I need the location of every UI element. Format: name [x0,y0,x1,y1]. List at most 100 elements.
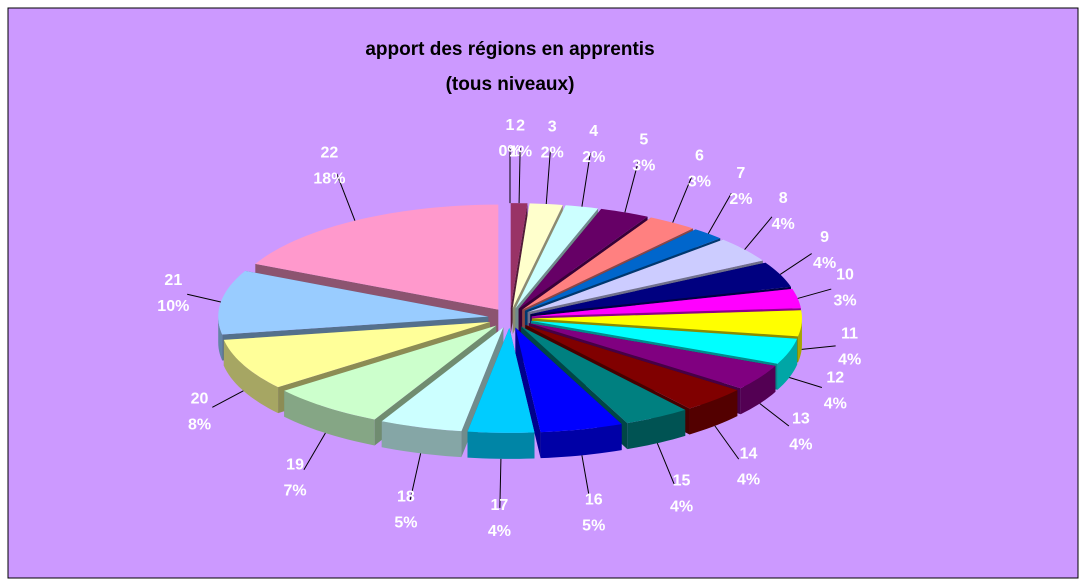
data-label: 4% [824,396,847,413]
slice-top [515,327,622,433]
category-label: 20 [191,391,209,408]
slice-top [531,288,801,317]
leader-line [409,453,422,500]
slice-side [627,409,686,450]
category-label: 1 [506,117,515,134]
chart-title: apport des régions en apprentis [365,39,654,60]
category-label: 3 [548,119,557,136]
slice-top [531,310,802,337]
leader-line [672,176,693,223]
leader-line [797,288,832,299]
category-label: 19 [286,457,304,474]
category-label: 16 [585,492,603,509]
slice-top [284,325,497,420]
data-label: 4% [488,523,511,540]
slice-side [777,338,798,390]
category-label: 10 [836,267,854,284]
data-label: 4% [737,471,760,488]
slice-top [522,217,693,310]
data-label: 4% [838,352,861,369]
leader-line [779,253,812,275]
data-label: 4% [670,499,693,516]
slice-top [518,208,648,309]
data-label: 1% [509,143,532,160]
leader-line [212,390,244,408]
category-label: 17 [491,497,509,514]
data-label: 3% [632,158,655,175]
category-label: 22 [321,145,339,162]
leader-line [581,153,591,207]
slice-side [467,431,535,459]
leader-line [789,376,823,388]
leader-line [714,425,740,460]
data-label: 3% [688,174,711,191]
data-label: 4% [789,436,812,453]
data-label: 8% [188,417,211,434]
slice [381,327,504,458]
leader-line [336,173,356,221]
category-label: 12 [826,370,844,387]
data-label: 7% [284,483,307,500]
slice-side [740,365,776,415]
leader-line [801,345,836,350]
leader-line [581,455,591,503]
slice-side [218,316,223,361]
data-label: 0% [498,143,521,160]
slice-top [531,320,798,364]
leader-line [707,192,732,234]
data-label: 5% [582,518,605,535]
leader-line [744,216,773,250]
category-label: 9 [820,229,829,246]
slice-top [515,205,599,309]
slice-top [530,262,791,315]
data-label: 4% [772,216,795,233]
category-label: 14 [740,445,758,462]
slice-top [524,229,721,311]
slice-top [467,327,535,433]
leader-line [187,293,221,303]
category-label: 18 [397,489,415,506]
data-label: 5% [394,515,417,532]
category-label: 6 [695,148,704,165]
category-label: 4 [589,123,598,140]
slice-side [689,390,738,435]
slice-wall [515,327,541,459]
data-label: 3% [833,293,856,310]
slice-top [512,203,563,309]
slice [515,327,622,459]
leader-line [499,458,502,508]
data-label: 2% [729,191,752,208]
category-label: 13 [792,410,810,427]
category-label: 21 [164,272,182,289]
category-label: 15 [673,473,691,490]
slice-top [381,327,504,432]
data-label: 2% [582,149,605,166]
slice-side [284,390,375,446]
category-label: 5 [639,132,648,149]
category-label: 7 [736,165,745,182]
slice-side [798,318,802,363]
data-label: 4% [813,255,836,272]
slice-side [540,424,622,459]
category-label: 8 [779,190,788,207]
slice-top [510,203,528,309]
leader-line [303,432,326,470]
leader-line [656,443,675,485]
slice [467,327,535,459]
slice-top [223,322,490,388]
leader-line [518,148,521,204]
slice-top [525,325,738,409]
leader-line [545,149,551,205]
slice-top [255,204,499,310]
slice-side [381,421,462,458]
leader-line [624,161,639,213]
slice-top [218,270,489,335]
category-label: 11 [841,326,858,343]
data-label: 10% [157,298,189,315]
chart-subtitle: (tous niveaux) [446,74,575,95]
slice-top [528,323,776,389]
slice-top [527,239,763,313]
slice-top [521,326,686,424]
slice-side [223,339,279,414]
